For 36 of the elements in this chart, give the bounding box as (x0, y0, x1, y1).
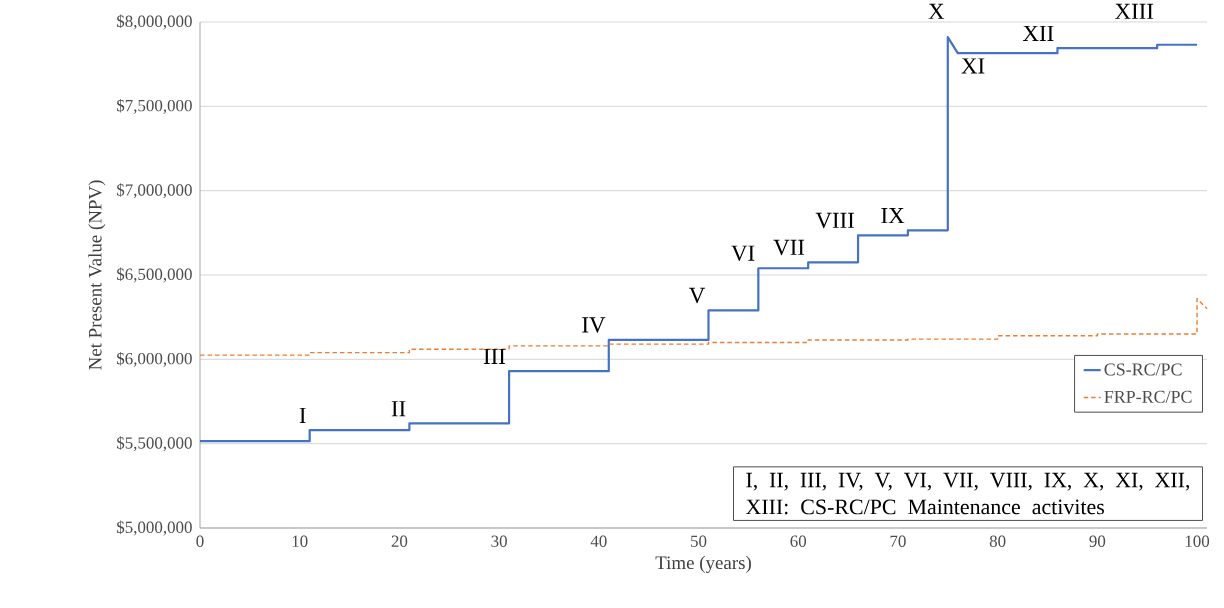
legend-label: FRP-RC/PC (1104, 390, 1192, 403)
x-axis-title: Time (years) (655, 555, 751, 573)
x-tick-label: 20 (391, 535, 408, 547)
annotation: III (483, 348, 506, 364)
x-tick-label: 80 (989, 535, 1006, 547)
annotation: VI (731, 245, 755, 262)
annotation: VIII (815, 212, 855, 229)
y-tick-label: $7,000,000 (117, 183, 192, 199)
x-tick-label: 10 (292, 535, 308, 547)
annotation: II (391, 401, 406, 417)
x-tick-label: 40 (590, 535, 607, 547)
annotation: X (928, 3, 945, 19)
annotation: V (688, 287, 706, 304)
x-tick-label: 30 (491, 535, 507, 547)
y-tick-label: $5,000,000 (117, 520, 192, 536)
x-tick-label: 0 (196, 535, 204, 547)
annotation: IV (582, 317, 606, 333)
annotation: XII (1022, 25, 1054, 41)
annotation: I, II, III, IV, V, VI, VII, VIII, IX, X, XI, XII, XIII: CS-RC/PC Maintenance activites (745, 472, 1190, 515)
x-tick-label: 90 (1089, 535, 1106, 547)
x-tick-label: 50 (691, 535, 707, 547)
annotation: I (299, 407, 306, 423)
x-tick-label: 70 (890, 535, 906, 547)
y-tick-label: $7,500,000 (117, 98, 192, 114)
annotation: VII (773, 239, 805, 256)
x-tick-label: 60 (790, 535, 807, 547)
y-tick-label: $5,500,000 (117, 436, 192, 452)
y-tick-label: $8,000,000 (117, 14, 192, 30)
annotation: XI (961, 58, 985, 74)
annotation: XIII (1115, 3, 1154, 19)
y-axis-title: Net Present Value (NPV) (88, 180, 106, 370)
annotation: IX (881, 208, 905, 224)
x-tick-label: 100 (1185, 535, 1210, 547)
legend-label: CS-RC/PC (1104, 363, 1182, 376)
y-tick-label: $6,500,000 (117, 267, 192, 283)
y-tick-label: $6,000,000 (117, 351, 192, 367)
